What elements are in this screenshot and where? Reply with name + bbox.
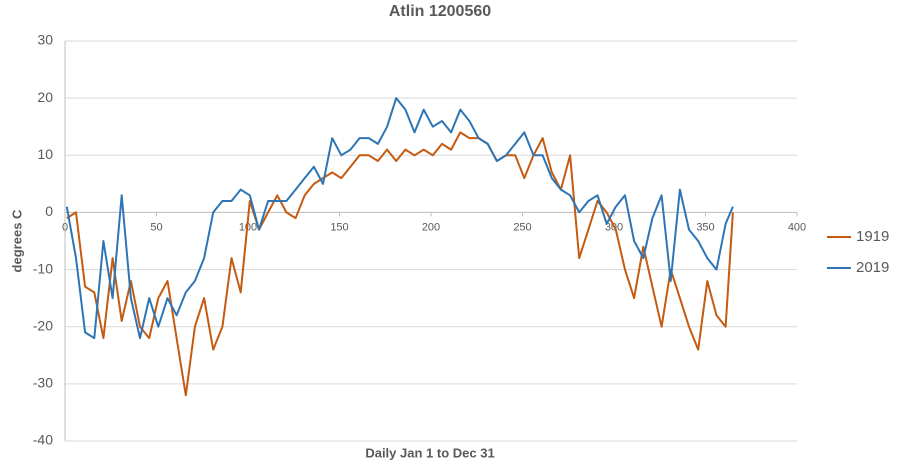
y-tick-label: -20 <box>33 317 53 333</box>
x-tick-label: 150 <box>330 221 348 233</box>
y-tick-label: 30 <box>37 32 53 48</box>
y-tick-label: -30 <box>33 375 53 391</box>
y-tick-label: 10 <box>37 146 53 162</box>
x-tick-label: 50 <box>150 221 162 233</box>
x-tick-label: 250 <box>513 221 531 233</box>
legend-label: 1919 <box>856 228 889 245</box>
x-tick-label: 200 <box>422 221 440 233</box>
y-axis-title: degrees C <box>9 209 24 272</box>
y-tick-label: -10 <box>33 260 53 276</box>
series-line <box>65 97 734 340</box>
legend-label: 2019 <box>856 259 889 276</box>
y-tick-label: -40 <box>33 432 53 448</box>
x-tick-label: 350 <box>696 221 714 233</box>
chart-title: Atlin 1200560 <box>389 3 491 20</box>
x-tick-label: 400 <box>788 221 806 233</box>
series-line <box>66 131 734 397</box>
y-tick-label: 20 <box>37 89 53 105</box>
x-tick-label: 0 <box>62 221 68 233</box>
y-tick-label: 0 <box>45 203 53 219</box>
x-axis-title: Daily Jan 1 to Dec 31 <box>365 445 494 460</box>
